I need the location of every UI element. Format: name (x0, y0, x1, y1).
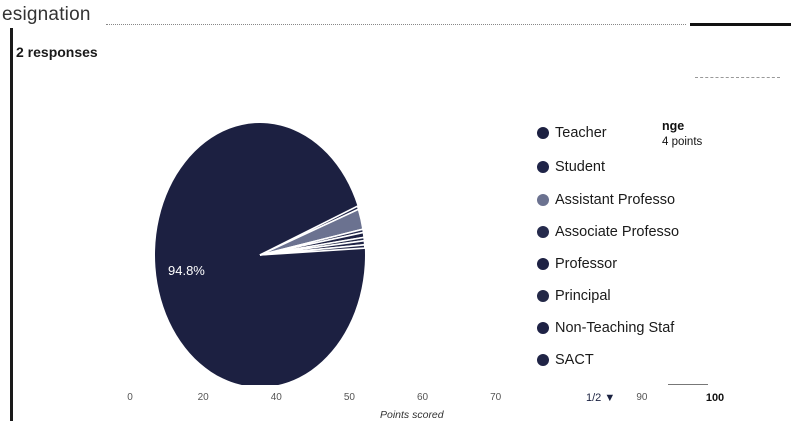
legend-item[interactable]: Assistant Professo (537, 184, 679, 216)
axis-tick: 40 (270, 392, 282, 403)
legend-swatch (537, 194, 549, 206)
pie-slice-teacher (155, 123, 365, 385)
legend-item[interactable]: Non-Teaching Staf (537, 312, 679, 344)
legend-label: Assistant Professo (555, 192, 676, 208)
pie-chart: 94.8% (155, 123, 366, 385)
pie-slice-sact (259, 243, 366, 256)
legend-item[interactable]: Associate Professo (537, 216, 679, 248)
axis-tick: 50 (343, 392, 355, 403)
score-range-points: 4 points (662, 136, 703, 148)
legend-swatch (537, 354, 549, 366)
marker-rule (668, 384, 708, 385)
legend-label: Associate Professo (555, 224, 680, 240)
legend-swatch (537, 290, 549, 302)
legend-swatch (537, 127, 549, 139)
divider-dark (690, 23, 791, 26)
axis-tick: 90 (636, 392, 648, 403)
pie-data-label: 94.8% (168, 263, 205, 278)
score-range-title: nge (662, 119, 685, 133)
legend-item[interactable]: Teacher (537, 116, 679, 150)
left-border (10, 28, 13, 421)
divider-dotted (106, 24, 686, 25)
axis-tick: 60 (416, 392, 429, 403)
legend-item[interactable]: Professor (537, 248, 679, 280)
legend-item[interactable]: Student (537, 150, 679, 184)
legend-swatch (537, 258, 549, 270)
legend-swatch (537, 161, 549, 173)
points-axis: 0 20 40 50 60 70 90 100 (120, 392, 724, 406)
legend-item[interactable]: Principal (537, 280, 679, 312)
question-title: esignation (2, 4, 91, 25)
legend-label: Teacher (555, 125, 607, 141)
faint-rule (695, 77, 780, 78)
legend-label: Student (555, 159, 605, 175)
response-count: 2 responses (16, 44, 98, 60)
legend-item[interactable]: SACT (537, 344, 679, 376)
legend-label: Non-Teaching Staf (555, 320, 675, 336)
axis-tick: 20 (197, 392, 209, 403)
legend-label: SACT (555, 352, 594, 368)
axis-tick: 100 (705, 392, 725, 404)
axis-tick: 70 (490, 392, 502, 403)
score-range-box: nge 4 points (662, 118, 742, 158)
axis-tick: 0 (127, 392, 133, 403)
page-marker[interactable]: 1/2 ▼ (586, 392, 616, 404)
legend-label: Principal (555, 288, 611, 304)
legend-label: Professor (555, 256, 618, 272)
legend-swatch (537, 322, 549, 334)
axis-label: Points scored (380, 409, 444, 421)
chart-legend: Teacher Student Assistant Professo Associat… (537, 116, 679, 376)
legend-swatch (537, 226, 549, 238)
